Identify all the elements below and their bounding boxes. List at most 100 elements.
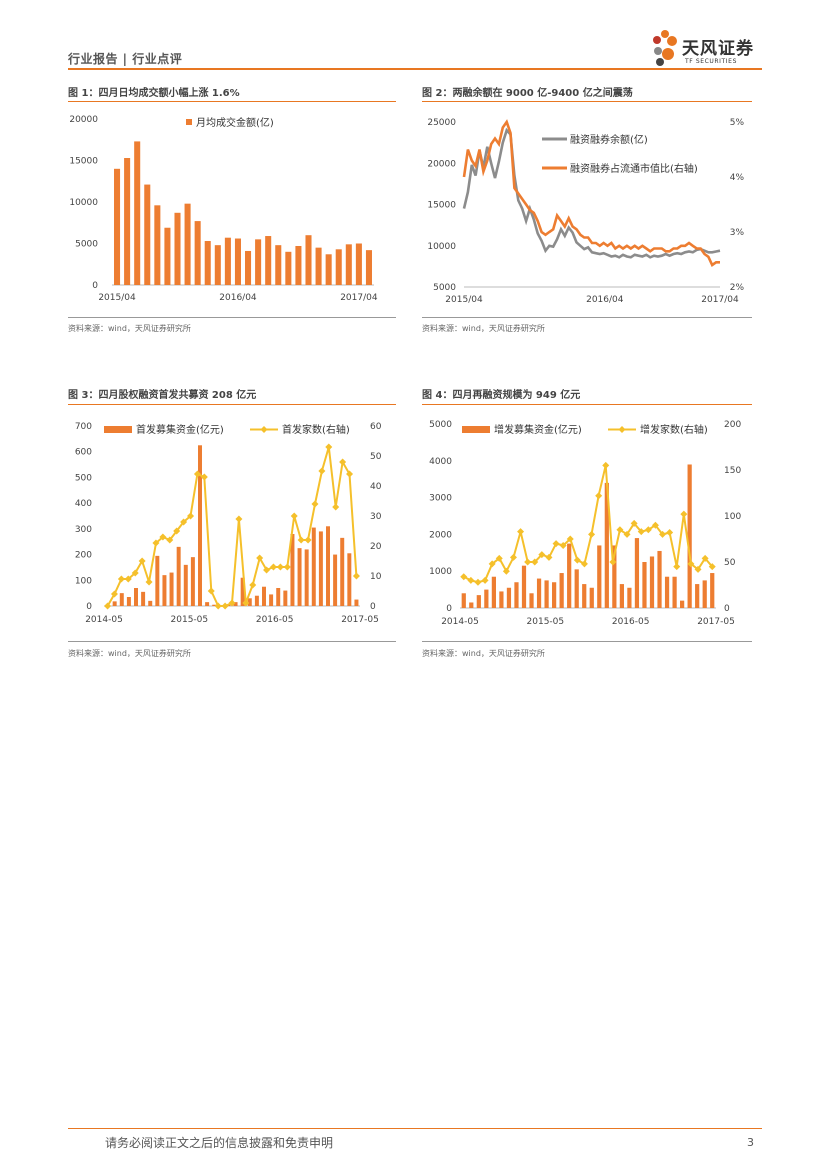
logo-petal-5 [662, 48, 674, 60]
chart2-x-tick-1: 2016/04 [586, 295, 624, 305]
chart4-legend-line-marker [618, 426, 626, 433]
chart4-yl-tick-4: 4000 [429, 457, 452, 467]
chart3-yl-tick-6: 600 [75, 448, 92, 458]
chart2-yl-tick-2: 15000 [427, 201, 456, 211]
logo-petal-6 [656, 58, 664, 66]
figure-4-title: 图 4：四月再融资规模为 949 亿元 [422, 390, 581, 401]
chart3-bar-29 [311, 527, 316, 606]
chart3-marker-20 [242, 599, 250, 607]
chart4-bar-31 [695, 584, 700, 608]
chart4-marker-4 [488, 560, 496, 568]
chart4-marker-9 [524, 558, 532, 566]
chart3-bar-28 [304, 549, 309, 606]
figure-3-bottom-rule [68, 641, 396, 642]
chart3-yr-tick-1: 10 [370, 572, 382, 582]
chart1-y-tick-2: 10000 [69, 198, 98, 208]
chart3-bar-12 [190, 557, 195, 606]
chart3-legend-bar-label: 首发募集资金(亿元) [136, 423, 224, 436]
chart1-x-tick-0: 2015/04 [98, 293, 136, 303]
chart4-bar-33 [710, 573, 715, 608]
chart4-marker-1 [467, 576, 475, 584]
chart4-marker-12 [545, 553, 553, 561]
chart2-x-tick-2: 2017/04 [701, 295, 739, 305]
chart3-marker-2 [117, 575, 125, 583]
chart4-yr-tick-0: 0 [724, 604, 730, 614]
chart4-marker-28 [659, 530, 667, 538]
chart2-legend-label-1: 融资融券占流通市值比(右轴) [570, 162, 698, 175]
chart4-bar-21 [619, 584, 624, 608]
chart4-bar-19 [604, 482, 609, 608]
logo-petal-3 [667, 36, 677, 46]
chart4-marker-2 [474, 578, 482, 586]
chart3-marker-12 [187, 512, 195, 520]
chart1-bar-1 [124, 158, 131, 285]
chart4-legend-bar-label: 增发募集资金(亿元) [494, 423, 582, 436]
chart3-bar-21 [254, 595, 259, 606]
figure-1-top-rule [68, 101, 396, 102]
chart3-marker-23 [263, 566, 271, 574]
chart4-x-tick-1: 2015-05 [527, 617, 565, 627]
chart1-legend-swatch [186, 119, 192, 125]
figure-1-source: 资料来源：wind，天风证券研究所 [68, 324, 191, 333]
chart4-marker-35 [708, 563, 716, 571]
chart3-marker-31 [318, 467, 326, 475]
chart4-marker-31 [680, 510, 688, 518]
logo-chinese-name: 天风证券 [682, 39, 754, 59]
chart3-bar-35 [354, 599, 359, 606]
chart4-bar-0 [461, 593, 466, 608]
chart3-yl-tick-5: 500 [75, 473, 92, 483]
chart3-bar-20 [247, 598, 252, 606]
chart4-bar-24 [642, 562, 647, 608]
chart3-marker-16 [214, 602, 222, 610]
chart1-bar-13 [245, 250, 252, 285]
chart3-marker-36 [352, 572, 360, 580]
chart4-marker-11 [538, 551, 546, 559]
chart4-marker-8 [517, 528, 525, 536]
chart2-x-tick-0: 2015/04 [445, 295, 483, 305]
chart4-marker-15 [566, 535, 574, 543]
chart3-marker-7 [152, 539, 160, 547]
figure-2-bottom-rule [422, 317, 752, 318]
chart3-legend-line-marker [260, 426, 268, 433]
chart3-bar-34 [347, 553, 352, 606]
chart3-marker-24 [269, 563, 277, 571]
chart3-marker-9 [166, 536, 174, 544]
chart3-marker-11 [180, 518, 188, 526]
chart4-bar-23 [634, 538, 640, 608]
chart4-bar-26 [657, 550, 662, 608]
figure-1-bottom-rule [68, 317, 396, 318]
logo-petal-1 [661, 30, 669, 38]
chart3-legend-line-label: 首发家数(右轴) [282, 423, 350, 436]
chart1-y-tick-3: 15000 [69, 157, 98, 167]
chart-1-daily-turnover: 0 5000 10000 15000 20000 2015/04 2016/04 2017/0… [69, 115, 377, 303]
chart4-x-tick-0: 2014-05 [441, 617, 479, 627]
chart4-marker-24 [630, 519, 638, 527]
chart4-marker-27 [651, 521, 659, 529]
chart3-bar-22 [262, 586, 266, 606]
chart4-bar-28 [672, 576, 677, 608]
report-header-label: 行业报告 | 行业点评 [68, 52, 183, 66]
chart1-bar-2 [134, 141, 141, 285]
chart3-bar-7 [155, 555, 160, 606]
chart1-bar-21 [325, 254, 332, 285]
chart4-marker-3 [481, 576, 489, 584]
chart4-bar-6 [506, 587, 512, 608]
chart1-bar-6 [174, 212, 181, 285]
chart1-y-tick-1: 5000 [75, 240, 98, 250]
chart4-x-tick-3: 2017-05 [697, 617, 735, 627]
chart4-bar-1 [469, 602, 474, 608]
figure-3-source: 资料来源：wind，天风证券研究所 [68, 649, 191, 658]
figure-4-top-rule [422, 404, 752, 405]
chart4-bar-14 [567, 543, 572, 608]
chart4-marker-26 [644, 526, 652, 534]
chart1-bar-5 [164, 227, 171, 285]
chart3-marker-0 [104, 602, 112, 610]
chart4-marker-0 [460, 573, 468, 581]
chart4-bar-5 [499, 591, 504, 608]
figure-2-title: 图 2：两融余额在 9000 亿-9400 亿之间震荡 [422, 88, 633, 99]
chart3-marker-35 [346, 470, 354, 478]
chart4-bar-13 [559, 573, 564, 608]
chart3-yl-tick-0: 0 [86, 602, 92, 612]
figure-3-title: 图 3：四月股权融资首发共募资 208 亿元 [68, 390, 257, 401]
logo-petal-4 [654, 47, 662, 55]
